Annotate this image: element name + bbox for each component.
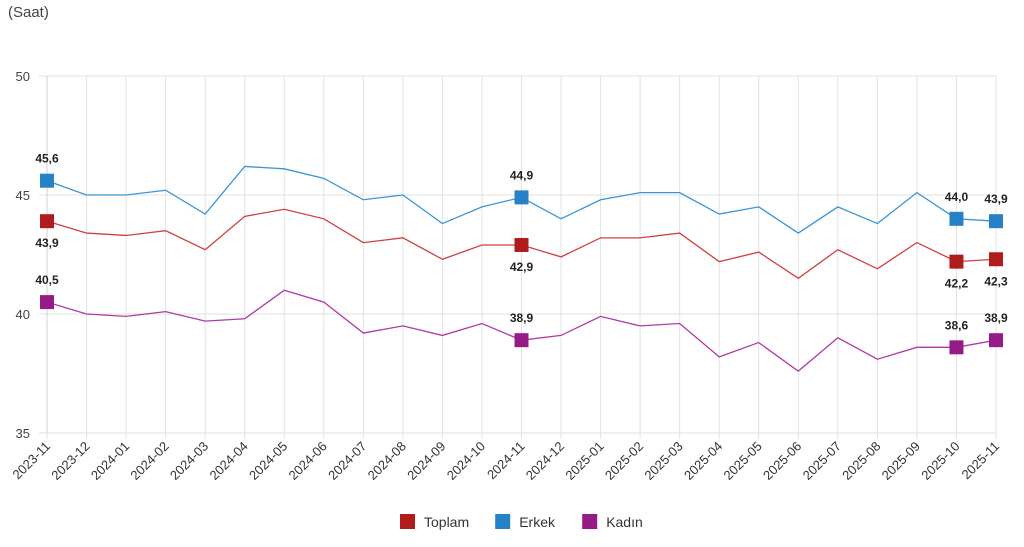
data-marker-toplam <box>989 252 1003 267</box>
data-label-toplam: 42,9 <box>510 260 534 274</box>
x-tick-label: 2024-01 <box>88 439 132 483</box>
data-label-erkek: 45,6 <box>35 152 59 166</box>
y-axis-unit-label: (Saat) <box>8 4 49 21</box>
data-marker-toplam <box>40 214 54 229</box>
data-label-erkek: 43,9 <box>984 192 1008 206</box>
data-marker-kadn <box>989 333 1003 348</box>
x-tick-label: 2024-10 <box>444 439 488 483</box>
x-tick-label: 2025-11 <box>958 439 1002 483</box>
x-tick-label: 2024-02 <box>127 439 171 483</box>
data-marker-erkek <box>949 211 964 226</box>
x-tick-label: 2024-12 <box>523 439 567 483</box>
data-label-erkek: 44,9 <box>510 168 534 182</box>
x-tick-label: 2024-08 <box>365 439 409 483</box>
y-tick-label: 40 <box>16 307 30 322</box>
data-label-kadn: 38,9 <box>510 311 534 325</box>
data-label-toplam: 43,9 <box>35 236 59 250</box>
x-tick-label: 2025-01 <box>562 439 606 483</box>
x-tick-label: 2024-11 <box>484 439 528 483</box>
x-tick-label: 2024-07 <box>325 439 369 483</box>
x-tick-label: 2023-11 <box>9 439 53 483</box>
x-tick-label: 2024-09 <box>404 439 448 483</box>
legend-swatch-toplam <box>400 514 415 529</box>
legend-label-erkek: Erkek <box>519 514 556 530</box>
x-tick-label: 2025-07 <box>800 439 844 483</box>
x-tick-label: 2025-06 <box>760 439 804 483</box>
x-tick-label: 2025-02 <box>602 439 646 483</box>
legend-label-toplam: Toplam <box>424 514 469 530</box>
data-marker-kadn <box>949 340 964 355</box>
x-tick-label: 2024-05 <box>246 439 290 483</box>
data-label-toplam: 42,3 <box>984 274 1008 288</box>
data-marker-kadn <box>40 295 54 310</box>
x-tick-label: 2023-12 <box>48 439 92 483</box>
x-tick-label: 2024-04 <box>206 439 250 483</box>
legend-swatch-erkek <box>495 514 511 529</box>
x-tick-label: 2025-09 <box>879 439 923 483</box>
y-tick-label: 50 <box>16 69 30 84</box>
data-label-kadn: 40,5 <box>35 273 59 287</box>
data-label-erkek: 44,0 <box>945 190 969 204</box>
legend-label-kadn: Kadın <box>606 514 643 530</box>
y-tick-label: 45 <box>16 188 30 203</box>
x-tick-label: 2025-10 <box>918 439 962 483</box>
data-marker-toplam <box>514 237 529 252</box>
x-tick-label: 2024-03 <box>167 439 211 483</box>
data-marker-kadn <box>514 333 529 348</box>
x-tick-label: 2024-06 <box>286 439 330 483</box>
data-label-toplam: 42,2 <box>945 277 969 291</box>
data-marker-toplam <box>949 254 964 269</box>
x-tick-label: 2025-05 <box>721 439 765 483</box>
x-tick-label: 2025-03 <box>641 439 685 483</box>
x-tick-label: 2025-04 <box>681 439 725 483</box>
data-label-kadn: 38,9 <box>984 311 1008 325</box>
data-marker-erkek <box>40 173 54 188</box>
legend-swatch-kadn <box>582 514 598 529</box>
data-marker-erkek <box>989 214 1003 229</box>
data-label-kadn: 38,6 <box>945 318 969 332</box>
data-marker-erkek <box>514 190 529 205</box>
x-tick-label: 2025-08 <box>839 439 883 483</box>
y-tick-label: 35 <box>16 426 30 441</box>
